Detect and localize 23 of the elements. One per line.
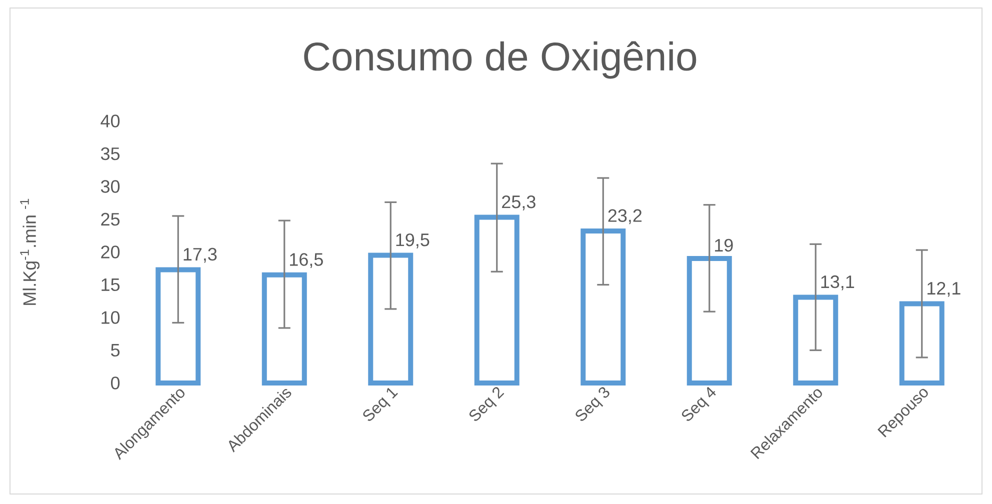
data-label: 13,1	[821, 275, 854, 290]
data-label: 12,1	[928, 282, 960, 297]
x-tick-label: Seq 2	[469, 387, 504, 421]
y-tick-label: 30	[100, 180, 120, 193]
y-tick-label: 25	[101, 212, 120, 226]
y-tick-label: 10	[102, 311, 120, 324]
data-label: 19,5	[396, 233, 430, 248]
x-tick-label: Seq 1	[363, 388, 398, 421]
data-label: 19	[715, 238, 733, 252]
data-label: 16,5	[290, 253, 323, 268]
x-tick-label: Seq 4	[682, 386, 716, 421]
y-tick-label: 20	[101, 246, 120, 258]
data-label: 23,2	[608, 209, 642, 224]
y-tick-label: 15	[102, 278, 120, 292]
data-label: 25,3	[502, 195, 536, 210]
y-tick-label: 0	[110, 376, 120, 390]
y-tick-label: 5	[110, 344, 120, 357]
data-label: 17,3	[184, 248, 217, 263]
chart-title: Consumo de Oxigênio	[304, 41, 696, 79]
y-tick-label: 35	[100, 147, 120, 160]
y-tick-label: 40	[100, 114, 120, 128]
y-axis-title: Ml.Kg$^{-1}$.min $^{-1}$	[20, 198, 40, 305]
x-tick-label: Seq 3	[576, 387, 610, 421]
